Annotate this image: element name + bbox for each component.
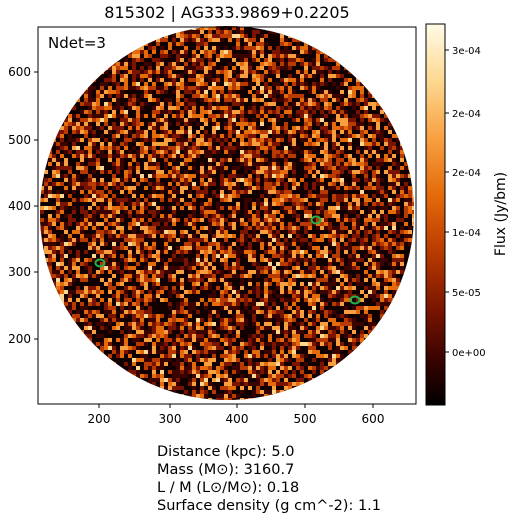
detection-contour [349,295,361,305]
lm-text: L / M (L⊙/M⊙): 0.18 [157,480,300,496]
y-tick-label: 600 [8,65,31,79]
x-tick-label: 200 [88,412,111,426]
surface-density-text: Surface density (g cm^-2): 1.1 [157,498,382,514]
colorbar-tick-label: 1e-04 [452,228,481,239]
colorbar-ticks: 3e-04 2e-04 2e-04 1e-04 5e-05 0e+00 [445,46,486,359]
image-panel [37,26,417,405]
plot-title: 815302 | AG333.9869+0.2205 [104,3,350,22]
x-tick-label: 500 [294,412,317,426]
y-tick-label: 200 [8,332,31,346]
detection-contour [310,215,322,225]
colorbar-tick-label: 3e-04 [452,46,481,57]
colorbar-tick-label: 2e-04 [452,168,481,179]
x-tick-label: 600 [362,412,385,426]
colorbar-tick-label: 5e-05 [452,288,481,299]
ndet-label: Ndet=3 [48,34,106,52]
info-panel: Distance (kpc): 5.0 Mass (M⊙): 3160.7 L … [157,443,381,515]
colorbar-tick-label: 2e-04 [452,109,481,120]
x-tick-label: 400 [226,412,249,426]
colorbar: 3e-04 2e-04 2e-04 1e-04 5e-05 0e+00 Flux (Jy/… [425,23,509,406]
x-tick-label: 300 [159,412,182,426]
mass-text: Mass (M⊙): 3160.7 [157,462,295,478]
x-axis: 200 300 400 500 600 [88,404,385,426]
detection-contour [94,258,106,268]
detection-contours [94,215,361,305]
colorbar-label: Flux (Jy/bm) [493,172,509,256]
distance-text: Distance (kpc): 5.0 [157,444,295,460]
colorbar-gradient [425,23,446,406]
y-tick-label: 300 [8,265,31,279]
colorbar-tick-label: 0e+00 [452,348,486,359]
y-tick-label: 500 [8,133,31,147]
y-tick-label: 400 [8,199,31,213]
y-axis: 600 500 400 300 200 [8,65,38,346]
axes-frame [37,26,417,405]
